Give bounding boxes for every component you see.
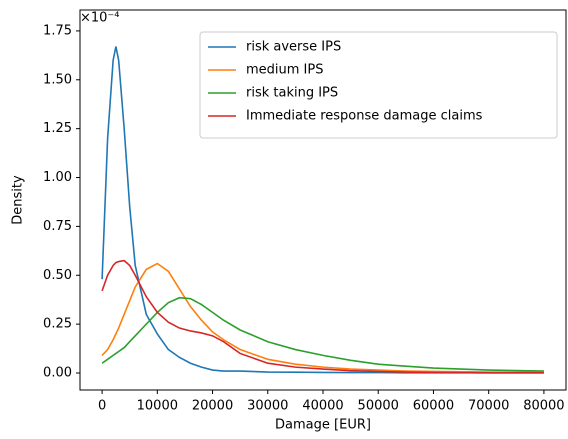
series-line — [101, 296, 544, 372]
y-tick-label: 0.00 — [43, 365, 72, 380]
x-tick-label: 0 — [98, 399, 106, 414]
y-tick-label: 1.50 — [43, 72, 72, 87]
series-line — [101, 46, 544, 374]
x-tick-label: 60000 — [413, 399, 454, 414]
y-axis-label: Density — [11, 175, 26, 225]
series-line — [101, 262, 544, 374]
y-tick-label: 1.75 — [43, 23, 72, 38]
x-tick-label: 10000 — [137, 399, 178, 414]
x-tick-label: 50000 — [358, 399, 399, 414]
y-tick-label: 1.25 — [43, 121, 72, 136]
series-line — [101, 259, 544, 374]
legend: risk averse IPS medium IPS risk taking IPS… — [199, 31, 558, 139]
legend-label: medium IPS — [246, 63, 324, 78]
legend-label: Immediate response damage claims — [246, 109, 483, 124]
x-tick-label: 40000 — [302, 399, 343, 414]
y-tick-label: 0.25 — [43, 317, 72, 332]
legend-box — [199, 31, 558, 139]
plot-frame — [79, 9, 567, 391]
legend-label: risk averse IPS — [246, 40, 341, 55]
x-axis-label: Damage [EUR] — [275, 418, 371, 433]
x-tick-label: 70000 — [468, 399, 509, 414]
x-tick-label: 30000 — [247, 399, 288, 414]
x-tick-label: 80000 — [523, 399, 564, 414]
y-tick-label: 0.50 — [43, 268, 72, 283]
y-tick-label: 0.75 — [43, 219, 72, 234]
legend-label: risk taking IPS — [246, 86, 338, 101]
y-tick-label: 1.00 — [43, 170, 72, 185]
y-offset-label: ×10⁻⁴ — [80, 11, 120, 26]
x-tick-label: 20000 — [192, 399, 233, 414]
